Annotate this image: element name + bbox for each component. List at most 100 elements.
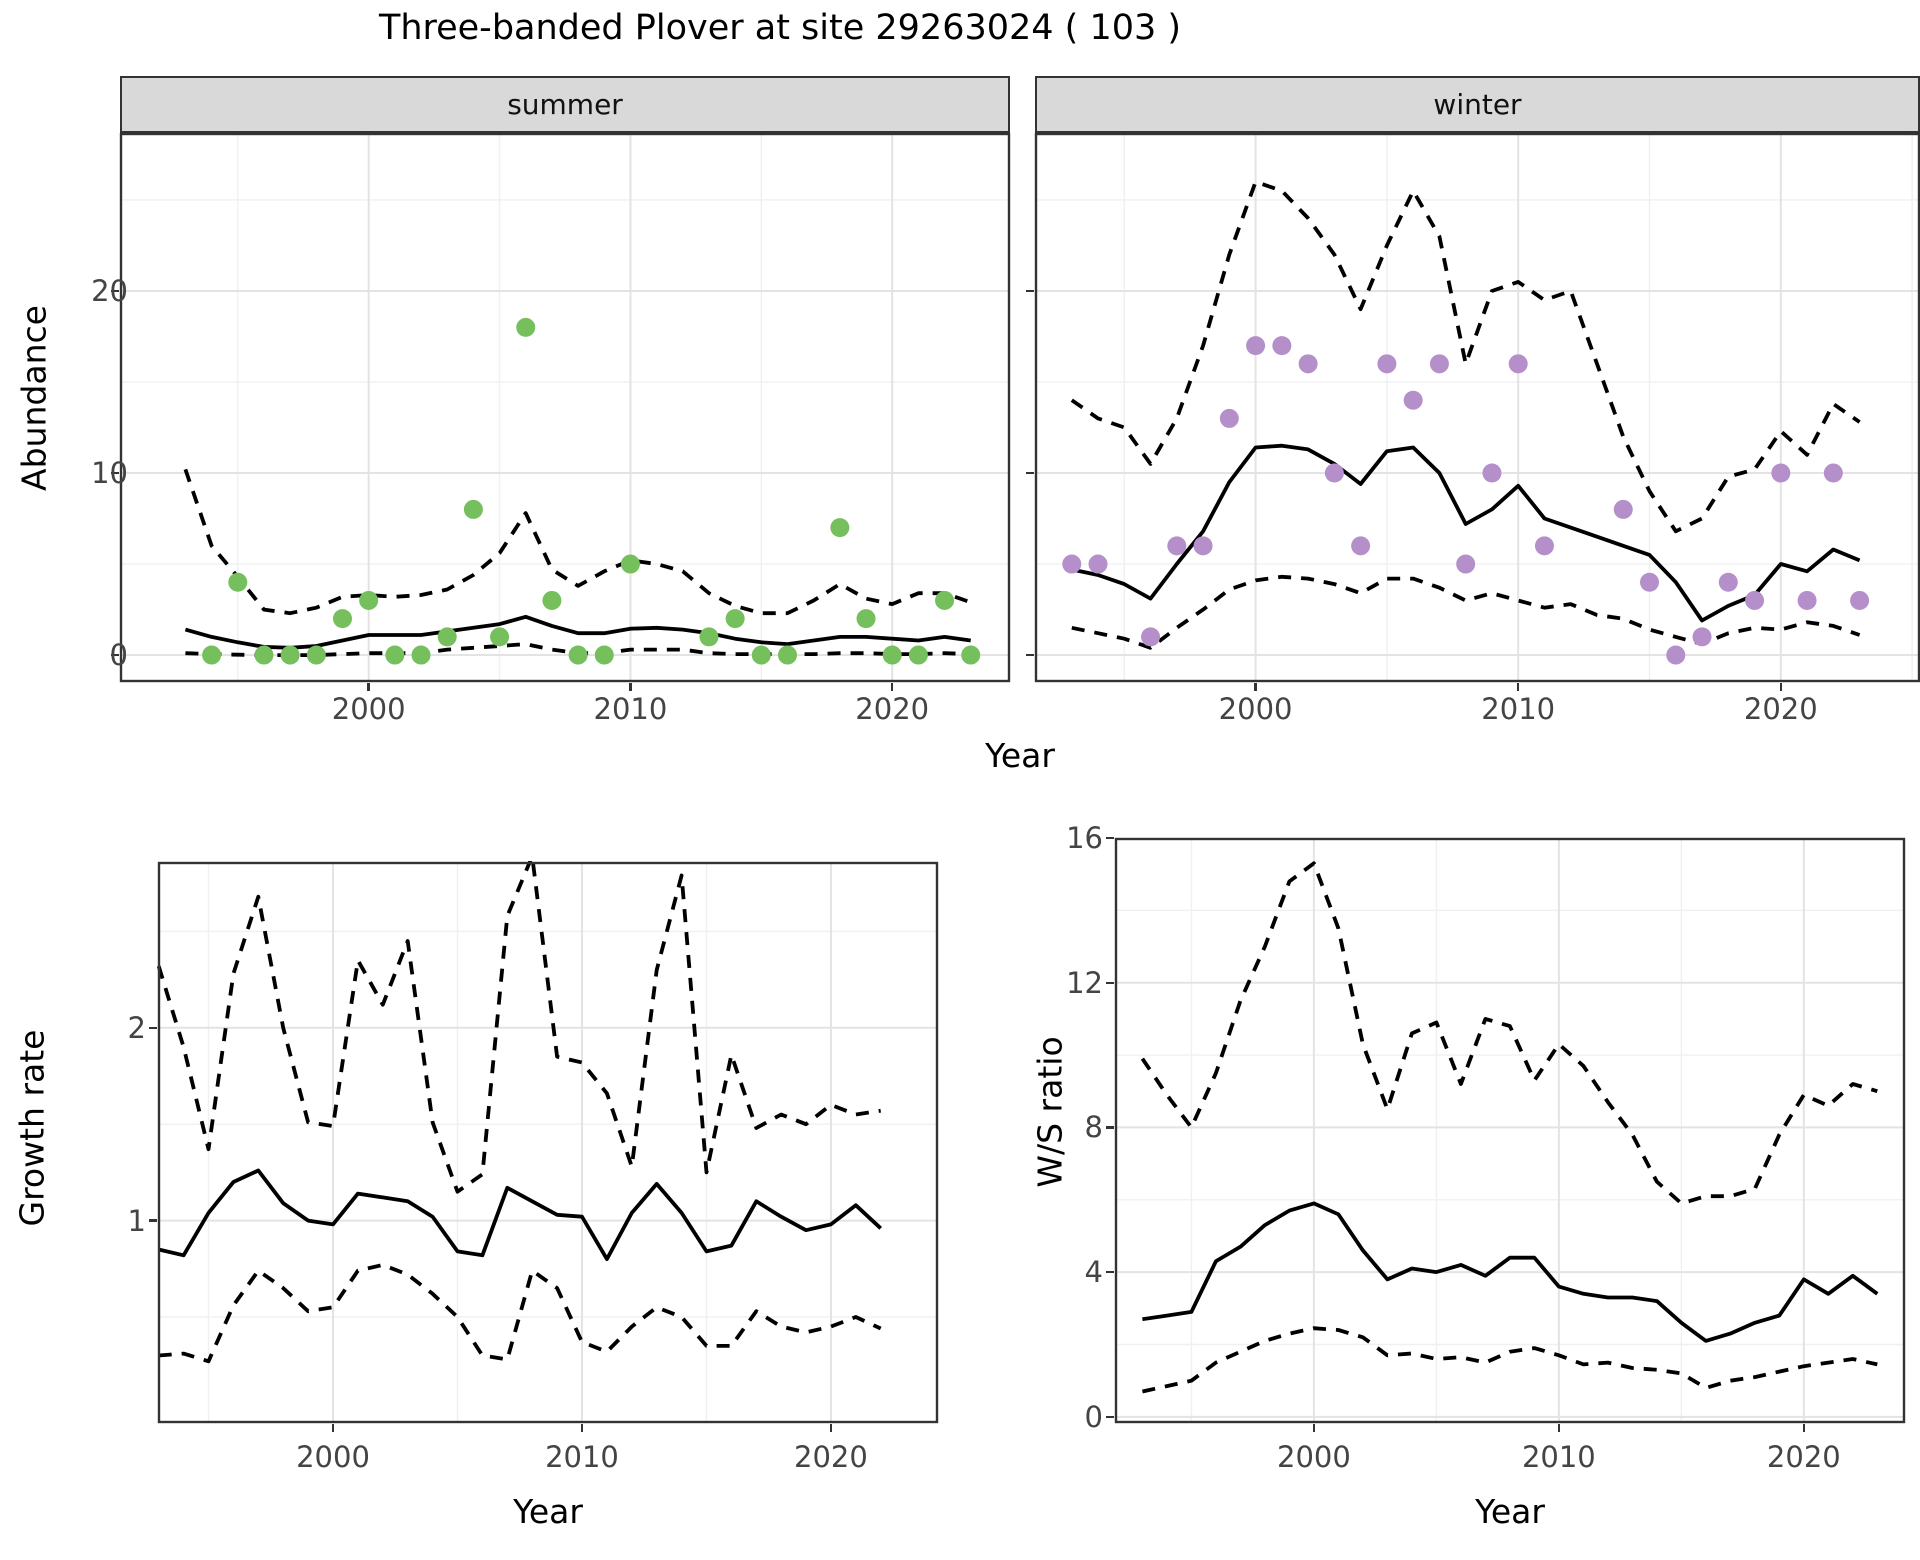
- data-point-observed_count: [411, 645, 431, 665]
- data-point-observed_count: [437, 627, 457, 647]
- x-tick-label: 2010: [1521, 1440, 1596, 1474]
- data-point-observed_count: [1377, 354, 1397, 374]
- x-tick-mark: [580, 1424, 584, 1432]
- data-point-observed_count: [333, 609, 352, 629]
- y-tick-mark: [1106, 1270, 1114, 1274]
- data-point-observed_count: [1219, 408, 1239, 428]
- y-tick-mark: [111, 471, 119, 475]
- y-tick-mark: [111, 289, 119, 293]
- data-point-observed_count: [490, 627, 510, 647]
- x-tick-label: 2000: [1277, 1440, 1351, 1474]
- y-tick-label: 16: [1066, 821, 1103, 855]
- data-point-observed_count: [1534, 536, 1554, 556]
- panel-abundance-summer: [119, 132, 1011, 683]
- y-tick-mark: [111, 653, 119, 657]
- data-point-observed_count: [1771, 463, 1791, 483]
- line-ci_lower_95: [1141, 1326, 1878, 1394]
- data-point-observed_count: [228, 572, 248, 592]
- figure-title: Three-banded Plover at site 29263024 ( 1…: [378, 8, 1182, 48]
- x-tick-mark: [331, 1424, 335, 1432]
- data-point-observed_count: [1298, 354, 1318, 374]
- data-point-observed_count: [1193, 536, 1213, 556]
- data-point-observed_count: [1640, 572, 1660, 592]
- data-point-observed_count: [908, 645, 928, 665]
- x-tick-mark: [1312, 1424, 1316, 1432]
- x-tick-label: 2000: [296, 1440, 370, 1474]
- data-point-observed_count: [280, 645, 300, 665]
- x-axis-title-year-top: Year: [985, 736, 1055, 775]
- data-point-observed_count: [1718, 572, 1738, 592]
- x-tick-mark: [1557, 1424, 1561, 1432]
- panel-border: [1114, 837, 1906, 1424]
- data-point-observed_count: [1692, 627, 1712, 647]
- data-point-observed_count: [1850, 590, 1870, 610]
- y-tick-mark: [1106, 836, 1114, 840]
- x-tick-label: 2010: [545, 1440, 619, 1474]
- y-tick-mark: [1026, 289, 1034, 293]
- y-tick-label: 1: [127, 1203, 146, 1238]
- data-point-observed_count: [620, 554, 640, 574]
- x-tick-label: 2010: [1481, 692, 1556, 726]
- facet-strip-summer: summer: [120, 76, 1010, 133]
- y-tick-mark: [1026, 653, 1034, 657]
- y-tick-label: 4: [1084, 1255, 1103, 1290]
- x-tick-label: 2020: [1766, 1440, 1841, 1474]
- y-tick-mark: [1026, 471, 1034, 475]
- facet-strip-summer-label: summer: [507, 88, 623, 121]
- data-point-observed_count: [1246, 336, 1266, 356]
- data-point-observed_count: [778, 645, 797, 665]
- panel-border: [157, 861, 939, 1424]
- data-point-observed_count: [699, 627, 719, 647]
- data-point-observed_count: [1429, 354, 1449, 374]
- panel-growth-rate: [157, 861, 939, 1424]
- data-point-observed_count: [856, 609, 876, 629]
- data-point-observed_count: [1088, 554, 1108, 574]
- panel-border: [1034, 132, 1920, 683]
- data-point-observed_count: [1403, 390, 1423, 410]
- data-point-observed_count: [1508, 354, 1528, 374]
- data-point-observed_count: [516, 317, 536, 337]
- x-axis-title-year-ws: Year: [1475, 1492, 1545, 1531]
- data-point-observed_count: [961, 645, 981, 665]
- x-tick-mark: [829, 1424, 833, 1432]
- data-point-observed_count: [1666, 645, 1686, 665]
- line-ci_lower_95: [1071, 574, 1861, 650]
- facet-strip-winter-label: winter: [1433, 88, 1522, 121]
- line-ci_upper_95: [183, 468, 972, 616]
- y-tick-label: 20: [91, 274, 128, 308]
- data-point-observed_count: [1062, 554, 1082, 574]
- data-point-observed_count: [385, 645, 405, 665]
- y-tick-label: 12: [1066, 965, 1103, 1000]
- y-tick-label: 0: [1084, 1399, 1103, 1434]
- data-point-observed_count: [1272, 336, 1292, 356]
- data-point-observed_count: [751, 645, 771, 665]
- x-tick-label: 2000: [1218, 692, 1293, 726]
- line-growth_median: [158, 1168, 882, 1262]
- x-tick-mark: [367, 683, 370, 691]
- data-point-observed_count: [359, 590, 379, 610]
- data-point-observed_count: [1456, 554, 1476, 574]
- x-tick-mark: [1517, 683, 1520, 691]
- y-tick-mark: [1106, 1415, 1114, 1419]
- x-tick-mark: [1254, 683, 1257, 691]
- data-point-observed_count: [935, 590, 955, 610]
- data-point-observed_count: [568, 645, 588, 665]
- x-tick-label: 2020: [855, 692, 930, 726]
- y-tick-mark: [1106, 1126, 1114, 1129]
- data-point-observed_count: [202, 645, 222, 665]
- data-point-observed_count: [594, 645, 614, 665]
- data-point-observed_count: [725, 609, 745, 629]
- data-point-observed_count: [1141, 627, 1161, 647]
- data-point-observed_count: [254, 645, 274, 665]
- line-ci_upper_95: [1070, 179, 1861, 534]
- data-point-observed_count: [542, 590, 562, 610]
- x-axis-title-year-growth: Year: [513, 1492, 583, 1531]
- data-point-observed_count: [1167, 536, 1187, 556]
- y-tick-label: 8: [1084, 1110, 1103, 1145]
- line-ratio_median: [1142, 1201, 1879, 1343]
- data-point-observed_count: [1351, 536, 1371, 556]
- y-tick-label: 10: [91, 456, 128, 491]
- data-point-observed_count: [1745, 590, 1765, 610]
- x-tick-mark: [629, 683, 632, 691]
